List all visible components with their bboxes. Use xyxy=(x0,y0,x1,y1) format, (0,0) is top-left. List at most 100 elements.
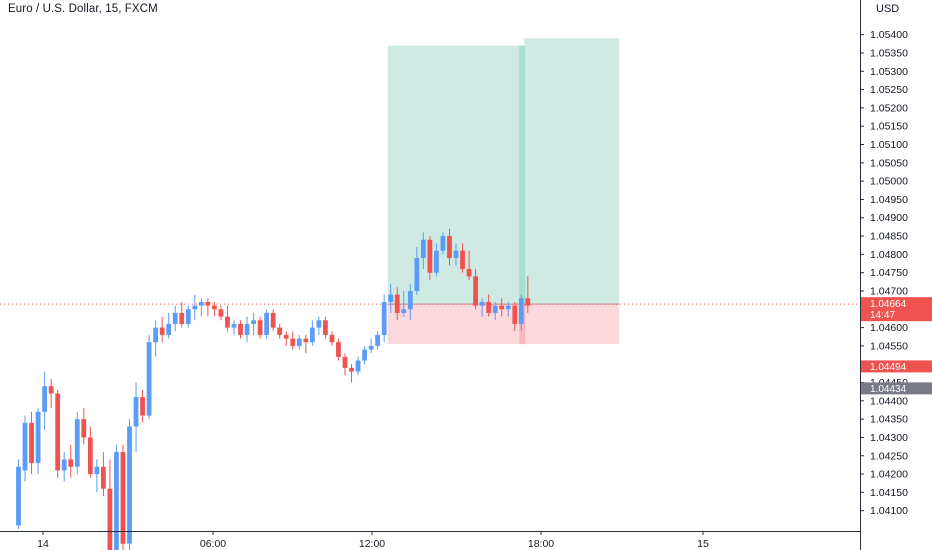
position-2-loss-zone[interactable] xyxy=(524,304,619,344)
price-tick-label: 1.05400 xyxy=(870,29,908,41)
candle-up xyxy=(264,313,269,335)
price-tick-label: 1.05100 xyxy=(870,139,908,151)
candle-up xyxy=(310,328,315,343)
price-tick-label: 1.04600 xyxy=(870,322,908,334)
candle-down xyxy=(160,328,165,335)
price-tick-label: 1.04200 xyxy=(870,469,908,481)
candle-down xyxy=(101,467,106,489)
candle-up xyxy=(153,328,158,343)
candle-up xyxy=(75,419,80,467)
time-tick-label: 12:00 xyxy=(359,538,385,550)
price-tick-label: 1.04850 xyxy=(870,231,908,243)
candle-up xyxy=(94,467,99,474)
candle-down xyxy=(395,295,400,313)
currency-label[interactable]: USD xyxy=(876,3,899,15)
candle-down xyxy=(447,236,452,258)
candle-down xyxy=(499,306,504,310)
candle-down xyxy=(49,386,54,393)
candle-up xyxy=(114,452,119,550)
price-tick-label: 1.04150 xyxy=(870,487,908,499)
candle-up xyxy=(297,339,302,346)
candle-up xyxy=(388,295,393,302)
price-tick-label: 1.04800 xyxy=(870,249,908,261)
candle-down xyxy=(427,240,432,273)
candle-down xyxy=(258,320,263,335)
position-2-profit-zone[interactable] xyxy=(524,38,619,304)
price-tick-label: 1.05350 xyxy=(870,47,908,59)
candle-up xyxy=(519,298,524,324)
candle-up xyxy=(199,302,204,306)
candle-up xyxy=(36,412,41,463)
price-tick-label: 1.04350 xyxy=(870,414,908,426)
chart-title: Euro / U.S. Dollar, 15, FXCM xyxy=(8,3,158,15)
candle-down xyxy=(140,397,145,415)
price-tick-label: 1.04100 xyxy=(870,505,908,517)
time-tick-label: 06:00 xyxy=(200,538,226,550)
time-tick-label: 15 xyxy=(697,538,709,550)
price-tick-label: 1.04700 xyxy=(870,285,908,297)
candle-down xyxy=(88,437,93,474)
position-overlap-strip xyxy=(519,46,525,305)
price-tick-label: 1.05300 xyxy=(870,66,908,78)
candle-down xyxy=(512,306,517,324)
candle-up xyxy=(362,350,367,361)
candle-up xyxy=(173,313,178,324)
candle-up xyxy=(245,324,250,335)
candle-up xyxy=(493,306,498,313)
candle-up xyxy=(192,306,197,310)
candle-up xyxy=(251,320,256,324)
candle-up xyxy=(166,324,171,335)
price-tick-label: 1.05200 xyxy=(870,102,908,114)
candle-up xyxy=(369,346,374,350)
candle-down xyxy=(284,335,289,339)
candle-up xyxy=(441,236,446,251)
time-tick-label: 18:00 xyxy=(528,538,554,550)
candle-up xyxy=(134,397,139,426)
candle-up xyxy=(382,302,387,335)
candle-down xyxy=(525,298,530,305)
price-tick-label: 1.05000 xyxy=(870,176,908,188)
position-1-profit-zone[interactable] xyxy=(388,46,525,305)
candle-down xyxy=(486,302,491,313)
candle-up xyxy=(480,302,485,306)
last-price-value: 1.04664 xyxy=(870,299,907,310)
time-tick-label: 14 xyxy=(37,538,49,550)
candle-up xyxy=(42,386,47,412)
candle-down xyxy=(330,335,335,342)
candle-up xyxy=(434,251,439,273)
price-tick-label: 1.04750 xyxy=(870,267,908,279)
candle-down xyxy=(179,313,184,324)
candle-down xyxy=(277,328,282,335)
price-tick-label: 1.05150 xyxy=(870,121,908,133)
candle-down xyxy=(81,419,86,437)
candle-up xyxy=(147,342,152,415)
position-1-loss-zone[interactable] xyxy=(388,304,525,344)
candle-down xyxy=(323,320,328,335)
candle-up xyxy=(421,240,426,258)
candle-up xyxy=(401,309,406,313)
price-tick-label: 1.04400 xyxy=(870,395,908,407)
candle-up xyxy=(506,306,511,310)
candle-up xyxy=(356,361,361,372)
candle-down xyxy=(219,309,224,316)
candle-down xyxy=(290,339,295,346)
candle-up xyxy=(127,426,132,543)
candle-down xyxy=(467,269,472,276)
candle-up xyxy=(414,258,419,291)
candle-down xyxy=(55,394,60,471)
candle-down xyxy=(473,276,478,305)
candle-down xyxy=(343,357,348,368)
candle-down xyxy=(121,452,126,544)
candle-up xyxy=(375,335,380,346)
price-tick-label: 1.04250 xyxy=(870,450,908,462)
candle-down xyxy=(271,313,276,328)
grey-price-value: 1.04434 xyxy=(870,384,907,395)
candle-down xyxy=(349,368,354,372)
candle-up xyxy=(232,324,237,328)
candle-up xyxy=(186,309,191,324)
price-tick-label: 1.05250 xyxy=(870,84,908,96)
candle-down xyxy=(205,302,210,306)
candle-down xyxy=(336,342,341,357)
candle-up xyxy=(23,423,28,471)
